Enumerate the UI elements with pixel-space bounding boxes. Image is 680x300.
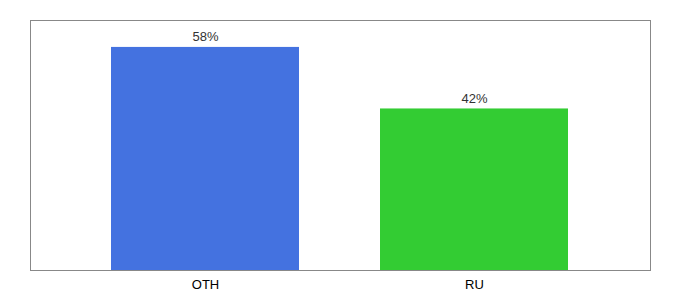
svg-text:58%: 58% [192, 29, 218, 44]
svg-text:OTH: OTH [192, 277, 219, 292]
svg-text:RU: RU [465, 277, 484, 292]
svg-text:42%: 42% [461, 91, 487, 106]
